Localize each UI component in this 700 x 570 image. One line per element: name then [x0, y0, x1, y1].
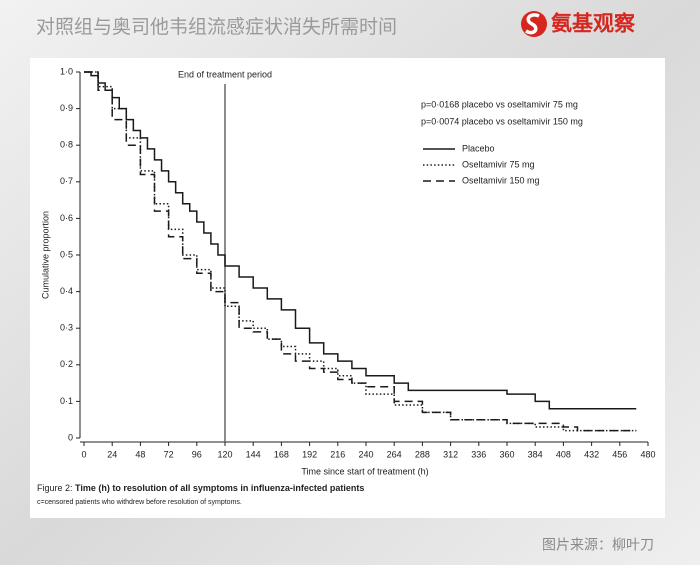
legend-label: Placebo	[462, 143, 495, 153]
chart-panel	[30, 58, 665, 518]
x-tick-label: 72	[164, 449, 174, 459]
series-line	[84, 71, 637, 432]
x-tick-label: 120	[217, 449, 232, 459]
y-tick-label: 0·6	[60, 213, 73, 223]
y-tick-label: 0·7	[60, 176, 73, 186]
x-tick-label: 264	[387, 449, 402, 459]
x-tick-label: 24	[107, 449, 117, 459]
x-tick-label: 336	[471, 449, 486, 459]
x-tick-label: 432	[584, 449, 599, 459]
x-tick-label: 240	[358, 449, 373, 459]
x-axis-label: Time since start of treatment (h)	[301, 466, 428, 476]
y-tick-label: 0·1	[60, 396, 73, 406]
x-tick-label: 360	[499, 449, 514, 459]
y-tick-label: 0·8	[60, 140, 73, 150]
legend-label: Oseltamivir 75 mg	[462, 159, 535, 169]
logo-icon-s	[525, 13, 540, 35]
series-line	[84, 71, 637, 432]
x-tick-label: 408	[556, 449, 571, 459]
y-tick-label: 1·0	[60, 66, 73, 76]
footnote: c=censored patients who withdrew before …	[37, 499, 242, 506]
logo-text: 氨基观察	[551, 12, 636, 36]
x-tick-label: 312	[443, 449, 458, 459]
x-tick-label: 48	[135, 449, 145, 459]
header-title: 对照组与奥司他韦组流感症状消失所需时间	[36, 16, 397, 38]
x-tick-label: 0	[81, 449, 86, 459]
figure-caption-text: Time (h) to resolution of all symptoms i…	[75, 483, 364, 493]
x-tick-label: 96	[192, 449, 202, 459]
figure-label: Figure 2:	[37, 483, 73, 493]
figure-caption: Figure 2: Time (h) to resolution of all …	[37, 483, 364, 493]
legend-label: Oseltamivir 150 mg	[462, 175, 540, 185]
y-axis-label: Cumulative proportion	[40, 211, 50, 299]
x-tick-label: 192	[302, 449, 317, 459]
y-tick-label: 0·3	[60, 323, 73, 333]
source-note: 图片来源：柳叶刀	[542, 537, 654, 553]
x-tick-label: 288	[415, 449, 430, 459]
y-tick-label: 0·9	[60, 103, 73, 113]
y-tick-label: 0·5	[60, 249, 73, 259]
x-tick-label: 480	[640, 449, 655, 459]
annotation-text: End of treatment period	[178, 69, 272, 79]
x-tick-label: 456	[612, 449, 627, 459]
x-tick-label: 168	[274, 449, 289, 459]
stat-text: p=0·0168 placebo vs oseltamivir 75 mg	[421, 99, 578, 109]
x-tick-label: 216	[330, 449, 345, 459]
x-tick-label: 144	[246, 449, 261, 459]
stat-text: p=0·0074 placebo vs oseltamivir 150 mg	[421, 116, 583, 126]
x-tick-label: 384	[528, 449, 543, 459]
y-tick-label: 0·4	[60, 286, 73, 296]
y-tick-label: 0	[68, 432, 73, 442]
y-tick-label: 0·2	[60, 359, 73, 369]
